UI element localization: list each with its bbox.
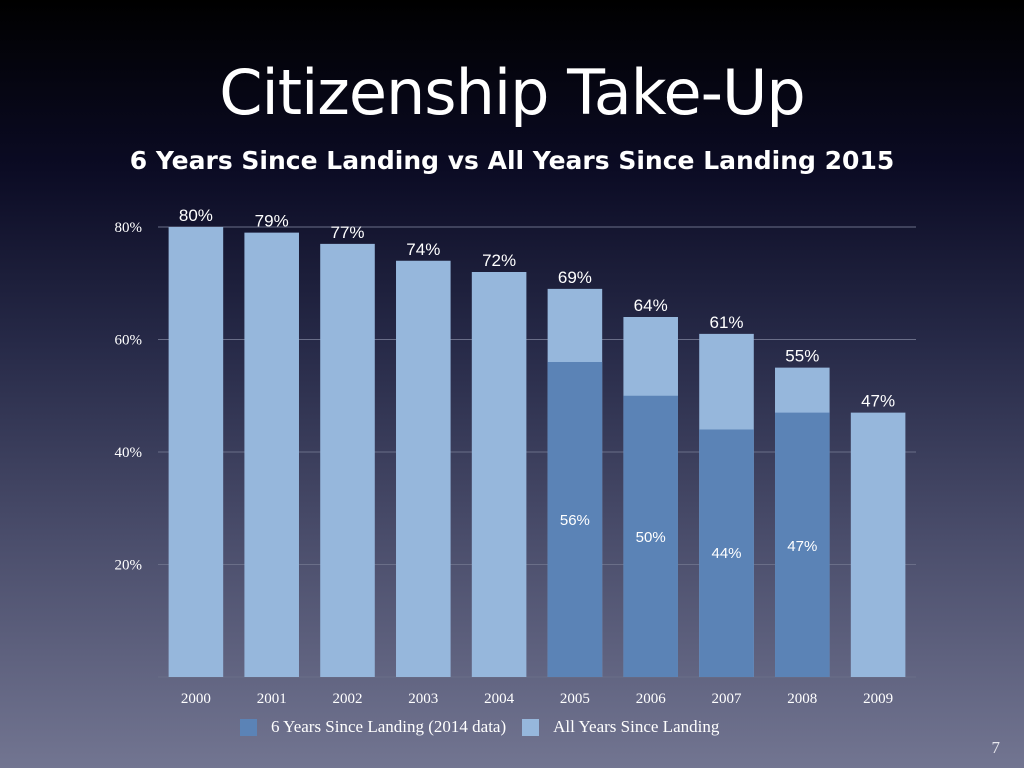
data-label-all-years-2002: 77%: [330, 223, 364, 242]
data-label-all-years-2005: 69%: [558, 268, 592, 287]
bar-all-years-2004: [471, 272, 527, 677]
x-tick-label-2001: 2001: [257, 691, 287, 707]
legend-label-six-years: 6 Years Since Landing (2014 data): [271, 717, 507, 736]
data-label-six-years-2008: 47%: [787, 538, 817, 555]
legend-swatch-six-years: [240, 718, 257, 736]
data-label-six-years-2007: 44%: [711, 545, 741, 562]
bar-all-years-2009: [850, 412, 906, 677]
bar-all-years-2003: [396, 260, 451, 677]
legend-item-six-years: 6 Years Since Landing (2014 data): [240, 717, 506, 737]
slide-title: Citizenship Take-Up: [219, 56, 805, 129]
x-tick-label-2006: 2006: [636, 691, 667, 707]
data-label-all-years-2008: 55%: [785, 347, 819, 366]
data-label-all-years-2009: 47%: [861, 392, 895, 411]
bar-all-years-2002: [320, 243, 375, 677]
data-label-all-years-2007: 61%: [709, 313, 743, 332]
y-tick-label: 60%: [115, 333, 143, 349]
x-tick-label-2008: 2008: [787, 691, 817, 707]
legend-item-all-years: All Years Since Landing: [522, 717, 719, 737]
bar-six-years-2006: [623, 395, 678, 677]
data-label-all-years-2001: 79%: [255, 212, 289, 231]
bar-six-years-2007: [699, 429, 754, 677]
x-tick-label-2000: 2000: [181, 691, 211, 707]
x-tick-label-2007: 2007: [712, 691, 743, 707]
x-tick-label-2002: 2002: [333, 691, 363, 707]
legend-label-all-years: All Years Since Landing: [553, 717, 720, 736]
data-label-all-years-2004: 72%: [482, 251, 516, 270]
bar-all-years-2001: [244, 232, 299, 677]
bar-six-years-2005: [547, 362, 603, 677]
legend-swatch-all-years: [522, 718, 540, 736]
data-label-all-years-2000: 80%: [179, 206, 213, 225]
x-tick-label-2009: 2009: [863, 691, 893, 707]
chart-legend: 6 Years Since Landing (2014 data) All Ye…: [240, 717, 735, 737]
y-tick-label: 40%: [115, 445, 143, 461]
y-tick-label: 20%: [115, 558, 143, 574]
data-label-all-years-2003: 74%: [406, 240, 440, 259]
data-label-six-years-2005: 56%: [560, 512, 590, 529]
x-tick-label-2003: 2003: [408, 691, 438, 707]
page-number: 7: [991, 738, 1001, 757]
slide-subtitle: 6 Years Since Landing vs All Years Since…: [129, 146, 895, 175]
data-label-six-years-2006: 50%: [636, 529, 666, 546]
data-label-all-years-2006: 64%: [634, 296, 668, 315]
x-tick-label-2005: 2005: [560, 691, 590, 707]
bar-six-years-2008: [775, 412, 830, 677]
y-tick-label: 80%: [115, 220, 143, 236]
bar-all-years-2000: [168, 227, 224, 677]
x-tick-label-2004: 2004: [484, 691, 515, 707]
